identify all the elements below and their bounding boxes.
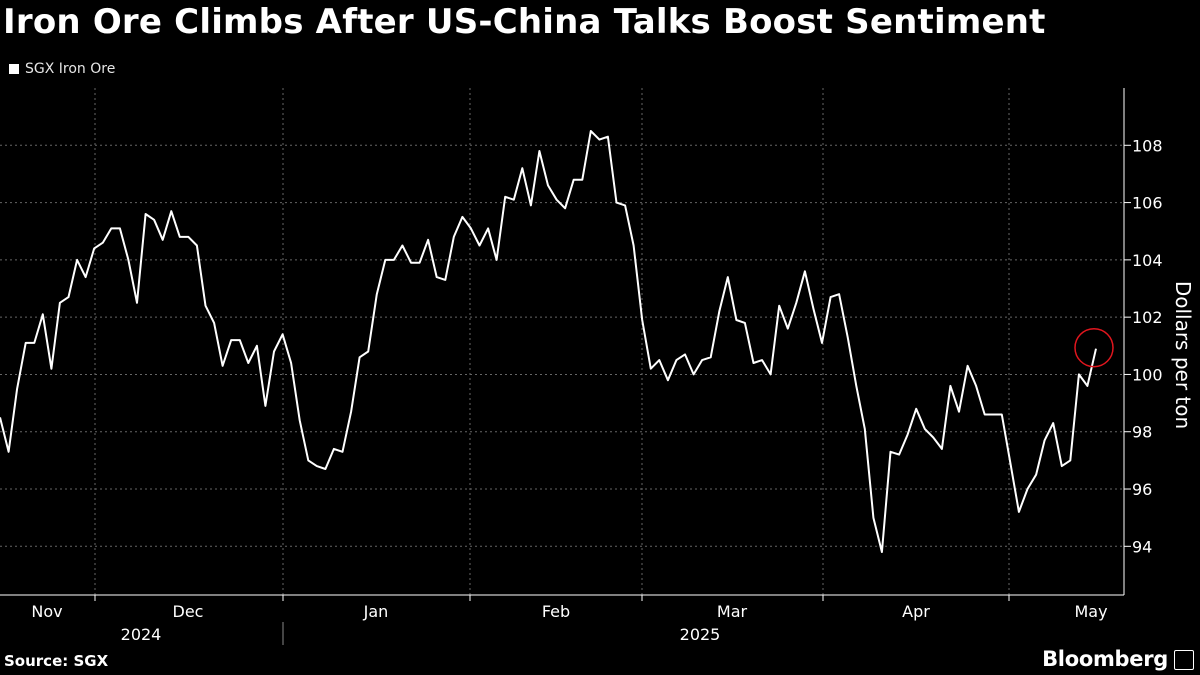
x-ticks: Nov Dec Jan Feb Mar Apr May 2024 2025 [31,602,1108,645]
year-label: 2024 [121,625,162,644]
brand-logo: Bloomberg [1042,647,1168,671]
y-tick-label: 98 [1132,423,1152,442]
x-tick-label: Apr [902,602,930,621]
y-tick-label: 102 [1132,308,1163,327]
y-tick-label: 108 [1132,136,1163,155]
y-tick-label: 104 [1132,251,1163,270]
x-tick-label: Dec [173,602,204,621]
gridlines [0,88,1124,601]
y-tick-label: 96 [1132,480,1152,499]
axes [0,88,1125,596]
chart-title: Iron Ore Climbs After US-China Talks Boo… [3,2,1046,42]
legend-swatch [9,64,19,74]
x-tick-label: Nov [31,602,62,621]
bloomberg-terminal-icon [1174,650,1194,670]
y-ticks: 94 96 98 100 102 104 106 108 [1124,136,1163,556]
year-label: 2025 [680,625,721,644]
legend-label: SGX Iron Ore [25,61,116,77]
y-axis-label: Dollars per ton [1171,281,1195,429]
x-tick-label: Jan [363,602,389,621]
latest-point-highlight [1074,327,1114,368]
series-line-sgx-iron-ore [0,130,1097,553]
source-note: Source: SGX [4,652,109,670]
legend: SGX Iron Ore [9,61,115,77]
y-tick-label: 100 [1132,365,1163,384]
y-tick-label: 106 [1132,194,1163,213]
x-tick-label: Feb [542,602,570,621]
y-tick-label: 94 [1132,537,1152,556]
x-tick-label: May [1074,602,1107,621]
x-tick-label: Mar [717,602,748,621]
